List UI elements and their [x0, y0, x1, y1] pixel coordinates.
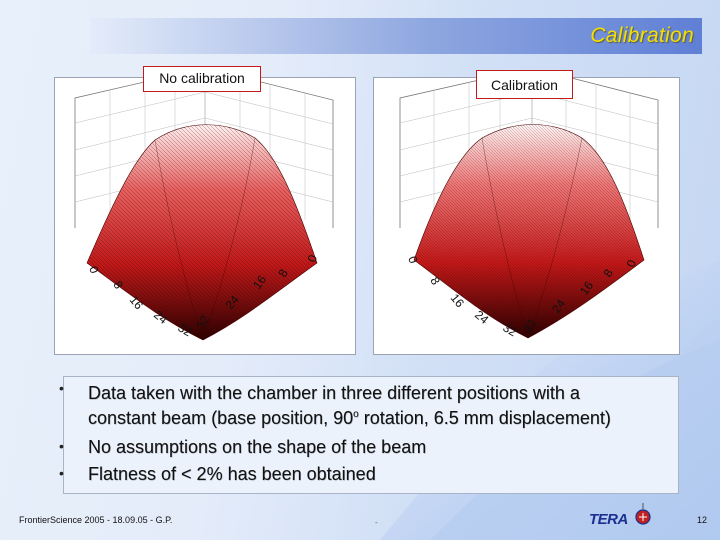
- tick-label: 32: [501, 320, 520, 339]
- bullet-3: Flatness of < 2% has been obtained: [88, 464, 376, 484]
- footer-center-mark: -: [375, 518, 378, 527]
- bullet-dot: •: [59, 438, 64, 454]
- surface-plot-calibration: 0 8 16 24 32 32 24 16 8 0: [399, 67, 659, 339]
- tick-label: 0: [624, 258, 640, 269]
- tick-label: 0: [86, 264, 102, 275]
- tera-logo-icon: [635, 503, 651, 525]
- tick-label: 32: [176, 320, 195, 339]
- title-bar: [90, 18, 702, 54]
- axis-tick-labels-left: 0 8 16 24 32 32 24 16 8 0: [86, 253, 320, 340]
- tick-label: 32: [193, 313, 212, 332]
- bullet-1-line-2-end: rotation, 6.5 mm displacement): [358, 408, 611, 428]
- degree-superscript: o: [353, 409, 359, 420]
- slide-title: Calibration: [590, 24, 694, 47]
- label-no-calibration: No calibration: [143, 66, 261, 92]
- tera-logo-text: TERA: [589, 511, 628, 528]
- page-number: 12: [697, 515, 708, 525]
- surface-plot-no-calibration: 0 8 16 24 32 32 24 16 8 0: [74, 67, 334, 341]
- label-calibration: Calibration: [476, 70, 573, 99]
- bullet-1-line-1: Data taken with the chamber in three dif…: [88, 383, 580, 403]
- tick-label: 8: [427, 275, 443, 288]
- tick-label: 0: [405, 254, 421, 265]
- bullet-list: • Data taken with the chamber in three d…: [59, 376, 679, 494]
- footer-text: FrontierScience 2005 - 18.09.05 - G.P.: [19, 515, 173, 525]
- tick-label: 0: [305, 253, 321, 264]
- bullet-1-line-2: constant beam (base position, 90o rotati…: [88, 408, 611, 429]
- plot-panel-no-calibration: 0 8 16 24 32 32 24 16 8 0: [54, 67, 356, 355]
- bullet-dot: •: [59, 465, 64, 481]
- bullet-dot: •: [59, 380, 64, 396]
- tick-label: 32: [520, 317, 539, 336]
- bullet-1-line-2-start: constant beam (base position, 90: [88, 408, 354, 428]
- bullet-2: No assumptions on the shape of the beam: [88, 437, 427, 457]
- plot-panel-calibration: 0 8 16 24 32 32 24 16 8 0: [373, 67, 680, 355]
